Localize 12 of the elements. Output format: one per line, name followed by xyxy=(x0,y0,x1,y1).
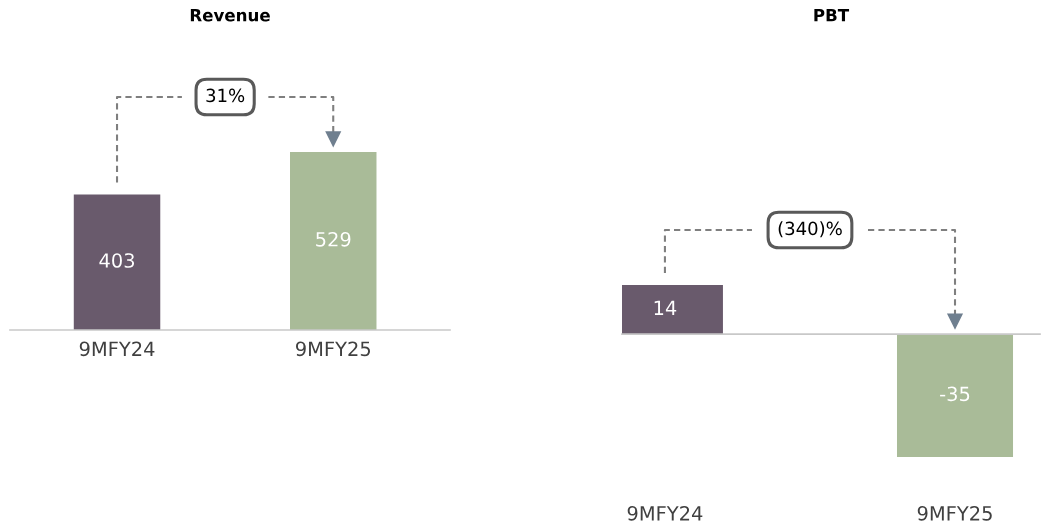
data-label: 14 xyxy=(654,300,677,315)
chart-title: Revenue xyxy=(190,9,270,22)
chart-title: PBT xyxy=(814,9,850,22)
text: 31% xyxy=(206,88,245,103)
x-tick-label: 9MFY24 xyxy=(627,505,703,521)
x-tick-label: 9MFY25 xyxy=(917,505,992,521)
text: (340)% xyxy=(778,221,842,238)
data-label: -35 xyxy=(940,386,970,402)
data-label: 403 xyxy=(99,253,135,268)
x-tick-label: 9MFY25 xyxy=(295,341,371,357)
x-tick-label: 9MFY24 xyxy=(79,341,155,357)
data-label: 529 xyxy=(316,231,351,247)
